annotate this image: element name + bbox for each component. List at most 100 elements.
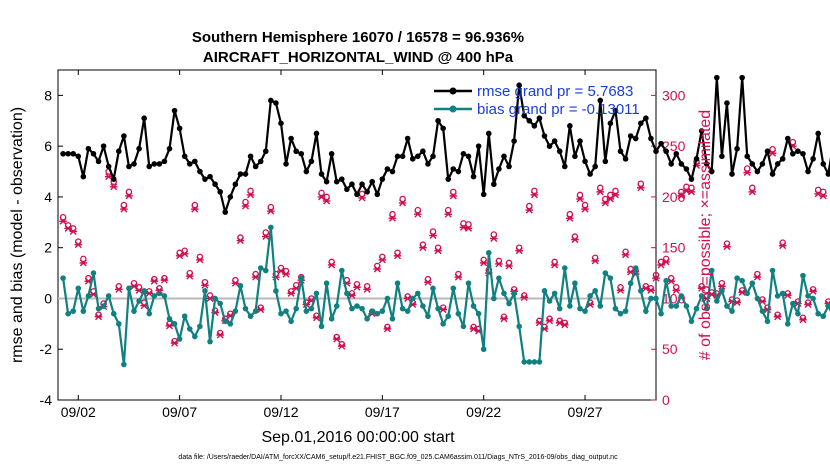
- obs-possible-marker: [526, 202, 533, 210]
- rmse-point: [465, 153, 472, 160]
- bias-point: [262, 267, 269, 274]
- y-right-tick-label: 50: [662, 341, 678, 357]
- bias-point: [227, 321, 234, 327]
- rmse-point: [156, 161, 163, 167]
- rmse-point: [273, 100, 279, 106]
- obs-assimilated-marker: [530, 191, 539, 199]
- obs-assimilated-marker: [256, 306, 265, 314]
- obs-assimilated-marker: [479, 259, 488, 267]
- bias-point: [232, 308, 239, 314]
- rmse-point: [724, 100, 730, 106]
- obs-assimilated-marker: [545, 317, 554, 325]
- rmse-point: [703, 161, 710, 167]
- rmse-point: [217, 189, 223, 195]
- rmse-point: [729, 171, 735, 177]
- rmse-point: [288, 135, 294, 142]
- obs-assimilated-marker: [723, 243, 731, 251]
- obs-assimilated-marker: [662, 258, 670, 266]
- bias-point: [627, 280, 634, 287]
- obs-assimilated-marker: [515, 247, 523, 255]
- obs-assimilated-marker: [109, 183, 118, 191]
- rmse-point: [683, 166, 690, 172]
- bias-point: [714, 298, 720, 304]
- bias-point: [708, 267, 715, 274]
- rmse-point: [653, 148, 659, 155]
- obs-assimilated-marker: [125, 192, 133, 200]
- obs-assimilated-marker: [185, 272, 194, 280]
- bias-point: [491, 295, 497, 302]
- bias-point: [435, 305, 441, 312]
- obs-assimilated-marker: [647, 286, 655, 294]
- bias-point: [415, 290, 421, 297]
- rmse-point: [810, 156, 816, 162]
- bias-point: [496, 275, 502, 281]
- bias-point: [222, 318, 229, 325]
- rmse-point: [126, 163, 132, 170]
- rmse-point: [643, 115, 649, 122]
- rmse-point: [247, 153, 254, 160]
- obs-assimilated-marker: [520, 293, 529, 301]
- obs-assimilated-marker: [783, 291, 792, 299]
- obs-assimilated-marker: [191, 205, 199, 213]
- bias-point: [759, 308, 766, 314]
- bias-point: [65, 310, 71, 317]
- rmse-point: [602, 158, 609, 165]
- obs-assimilated-marker: [393, 252, 402, 260]
- obs-assimilated-marker: [120, 205, 128, 213]
- obs-assimilated-marker: [419, 244, 427, 252]
- rmse-point: [501, 153, 507, 160]
- bias-point: [470, 303, 477, 309]
- rmse-point: [192, 158, 198, 165]
- bias-point: [764, 318, 771, 325]
- rmse-point: [141, 115, 147, 122]
- bias-point: [242, 305, 249, 312]
- rmse-point: [556, 148, 563, 155]
- obs-assimilated-marker: [616, 286, 625, 294]
- chart-title-line2: AIRCRAFT_HORIZONTAL_WIND @ 400 hPa: [203, 49, 514, 66]
- obs-assimilated-marker: [282, 270, 290, 278]
- y-axis-right-label: # of obs: o=possible; ×=assimilated: [697, 110, 714, 360]
- rmse-point: [176, 125, 183, 132]
- obs-assimilated-marker: [94, 313, 103, 321]
- rmse-point: [759, 161, 766, 167]
- bias-point: [131, 308, 137, 314]
- bias-point: [460, 323, 467, 330]
- rmse-point: [744, 153, 751, 160]
- obs-assimilated-marker: [267, 207, 275, 215]
- bias-point: [805, 293, 811, 299]
- rmse-point: [75, 153, 82, 160]
- obs-possible-marker: [318, 189, 325, 197]
- rmse-point: [779, 156, 786, 162]
- bias-point: [283, 308, 289, 314]
- rmse-point: [764, 148, 771, 155]
- legend-bias-label: bias grand pr = -0.13011: [477, 101, 640, 118]
- rmse-point: [252, 163, 259, 170]
- rmse-point: [186, 161, 193, 167]
- rmse-point: [222, 209, 229, 215]
- y-left-tick-label: 6: [44, 138, 52, 154]
- obs-assimilated-marker: [429, 232, 437, 240]
- obs-possible-marker: [743, 165, 751, 172]
- obs-possible-marker: [247, 187, 254, 195]
- x-tick-label: 09/17: [365, 404, 400, 420]
- rmse-point: [278, 120, 284, 127]
- bias-point: [333, 303, 340, 309]
- bias-point: [602, 270, 609, 276]
- obs-assimilated-marker: [560, 321, 569, 329]
- rmse-point: [70, 150, 77, 157]
- rmse-point: [308, 158, 315, 165]
- obs-assimilated-marker: [596, 188, 605, 196]
- obs-assimilated-marker: [566, 214, 574, 222]
- bias-point: [632, 265, 639, 271]
- obs-assimilated-marker: [373, 265, 382, 273]
- bias-point: [354, 303, 360, 309]
- bias-point: [784, 321, 791, 327]
- bias-point: [475, 310, 482, 317]
- rmse-point: [607, 120, 614, 127]
- bias-point: [724, 303, 730, 309]
- obs-possible-marker: [789, 138, 797, 146]
- obs-possible-marker: [444, 206, 452, 214]
- bias-point: [252, 308, 259, 314]
- x-tick-label: 09/27: [568, 404, 603, 420]
- obs-assimilated-marker: [672, 286, 681, 294]
